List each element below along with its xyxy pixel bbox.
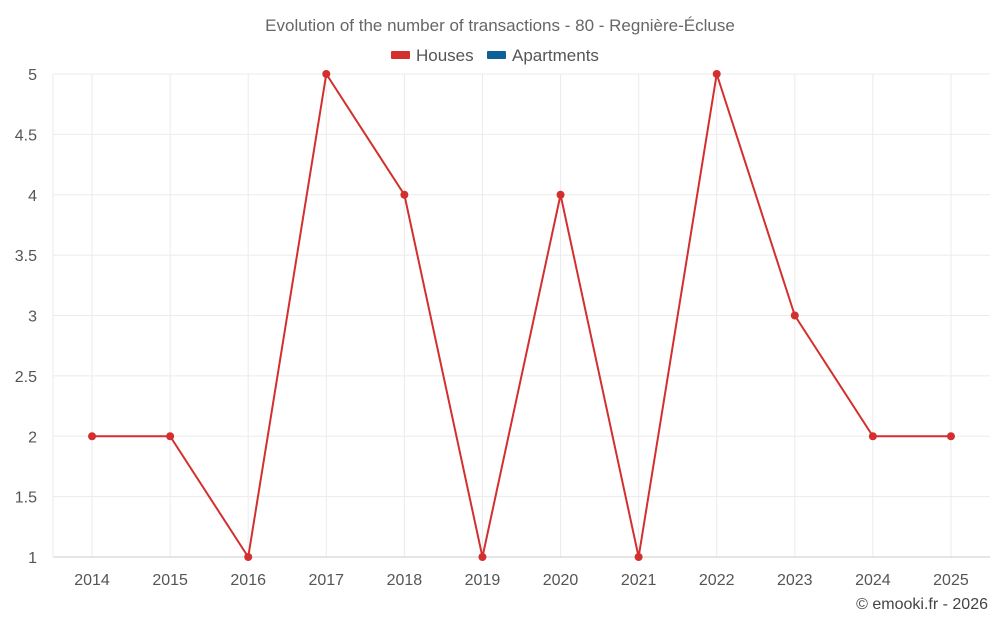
- series-line-houses: [92, 73, 951, 558]
- x-tick-label: 2019: [465, 572, 501, 589]
- x-tick-label: 2015: [152, 572, 188, 589]
- y-tick-label: 2: [28, 429, 37, 446]
- data-point-houses-2023[interactable]: [790, 311, 799, 320]
- legend-item-houses[interactable]: Houses: [391, 46, 474, 65]
- legend-swatch-apartments: [487, 51, 506, 59]
- x-tick-label: 2022: [699, 572, 735, 589]
- grid: [53, 73, 990, 558]
- x-tick-label: 2024: [855, 572, 891, 589]
- data-point-houses-2014[interactable]: [88, 432, 97, 441]
- x-tick-label: 2021: [621, 572, 657, 589]
- legend-label-apartments: Apartments: [512, 46, 599, 65]
- data-point-houses-2024[interactable]: [868, 432, 877, 441]
- data-point-houses-2015[interactable]: [166, 432, 175, 441]
- data-point-houses-2021[interactable]: [634, 553, 643, 561]
- x-tick-label: 2020: [543, 572, 579, 589]
- data-point-houses-2016[interactable]: [244, 553, 253, 561]
- data-point-houses-2022[interactable]: [712, 70, 721, 78]
- y-tick-label: 1: [28, 550, 37, 567]
- y-tick-label: 4: [28, 188, 37, 205]
- series-group: [88, 70, 955, 561]
- chart-title: Evolution of the number of transactions …: [265, 16, 735, 35]
- x-tick-label: 2025: [933, 572, 969, 589]
- legend-label-houses: Houses: [416, 46, 474, 65]
- axes: 1 1.5 2 2.5 3 3.5 4 4.5 5 2014 2015 2016 2017 2018 201…: [15, 67, 990, 589]
- legend: Houses Apartments: [391, 46, 599, 65]
- x-tick-label: 2017: [308, 572, 344, 589]
- x-tick-label: 2023: [777, 572, 813, 589]
- data-point-houses-2017[interactable]: [322, 70, 331, 78]
- y-tick-label: 1.5: [15, 490, 37, 507]
- y-tick-label: 5: [28, 67, 37, 84]
- y-tick-label: 3.5: [15, 248, 37, 265]
- y-tick-label: 2.5: [15, 369, 37, 386]
- x-tick-label: 2014: [74, 572, 110, 589]
- data-point-houses-2019[interactable]: [478, 553, 487, 561]
- data-point-houses-2018[interactable]: [400, 190, 409, 199]
- x-tick-label: 2016: [230, 572, 266, 589]
- y-tick-label: 4.5: [15, 127, 37, 144]
- legend-swatch-houses: [391, 51, 410, 59]
- legend-item-apartments[interactable]: Apartments: [487, 46, 599, 65]
- y-tick-label: 3: [28, 309, 37, 326]
- data-point-houses-2025[interactable]: [946, 432, 955, 441]
- x-tick-label: 2018: [387, 572, 423, 589]
- credit-text: © emooki.fr - 2026: [856, 596, 988, 613]
- data-point-houses-2020[interactable]: [556, 190, 565, 199]
